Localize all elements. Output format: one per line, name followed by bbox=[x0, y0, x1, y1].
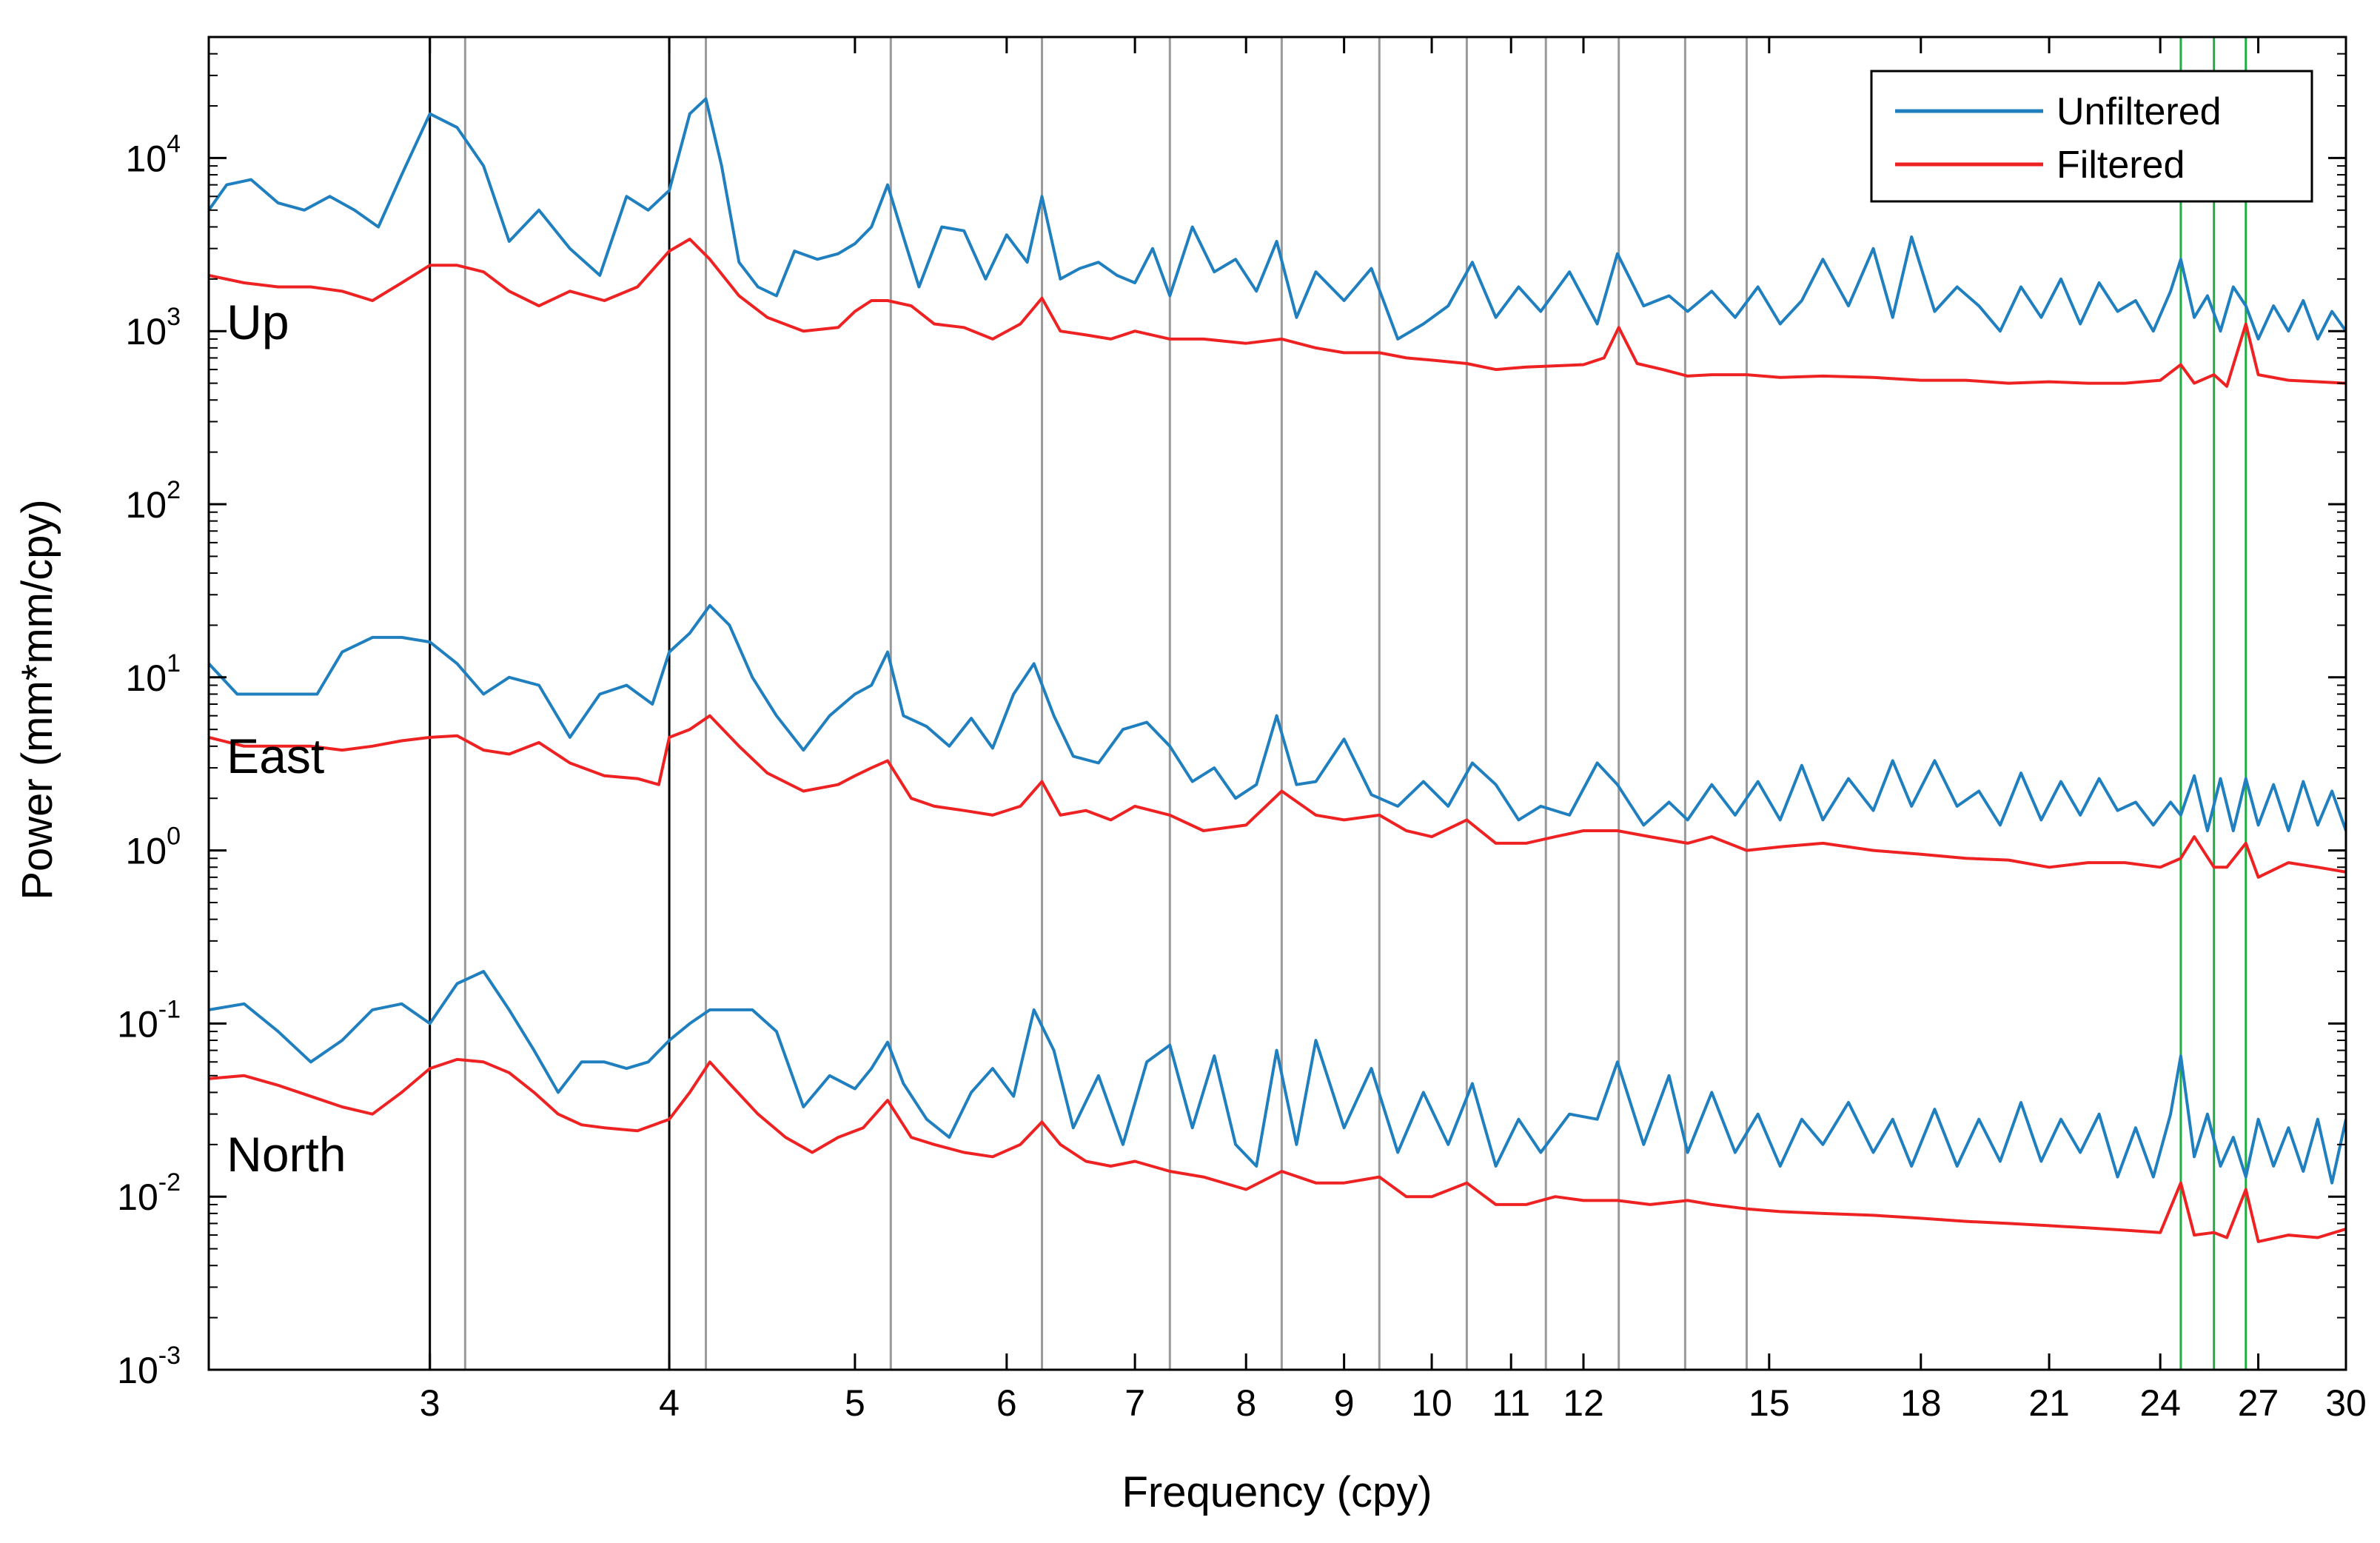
component-annotations: Up East North bbox=[227, 295, 346, 1182]
x-tick-label-3: 6 bbox=[996, 1382, 1017, 1424]
series-line-north-unfiltered bbox=[209, 970, 2346, 1185]
x-tick-label-6: 9 bbox=[1334, 1382, 1355, 1424]
x-axis: 3 4 5 6 7 8 9 10 11 12 15 18 21 24 27 30 bbox=[420, 37, 2367, 1424]
annotation-east: East bbox=[227, 729, 324, 783]
legend-box bbox=[1870, 70, 2313, 203]
x-tick-label-0: 3 bbox=[420, 1382, 440, 1424]
plot-frame bbox=[207, 36, 2347, 1371]
annotation-north: North bbox=[227, 1127, 346, 1182]
y-tick-exponent-5: 2 bbox=[167, 476, 181, 504]
x-tick-label-5: 8 bbox=[1236, 1382, 1256, 1424]
legend-label-filtered: Filtered bbox=[2056, 144, 2185, 187]
y-tick-exponent-3: 0 bbox=[167, 823, 181, 851]
x-axis-label: Frequency (cpy) bbox=[1122, 1468, 1432, 1516]
x-tick-label-7: 10 bbox=[1411, 1382, 1452, 1424]
series-line-up-filtered bbox=[209, 238, 2346, 388]
series-line-north-filtered bbox=[209, 1057, 2346, 1243]
x-tick-label-2: 5 bbox=[845, 1382, 865, 1424]
x-tick-label-8: 11 bbox=[1492, 1382, 1530, 1424]
legend-label-unfiltered: Unfiltered bbox=[2056, 90, 2222, 133]
annotation-up: Up bbox=[227, 295, 289, 349]
x-tick-label-9: 12 bbox=[1563, 1382, 1604, 1424]
x-tick-label-1: 4 bbox=[659, 1382, 680, 1424]
x-tick-label-14: 27 bbox=[2238, 1382, 2279, 1424]
y-tick-exponent-0: -3 bbox=[158, 1342, 181, 1370]
series-layer bbox=[209, 97, 2346, 1243]
x-tick-label-13: 24 bbox=[2139, 1382, 2181, 1424]
y-tick-exponent-6: 3 bbox=[167, 303, 181, 331]
legend: Unfiltered Filtered bbox=[1870, 70, 2313, 203]
x-tick-label-12: 21 bbox=[2028, 1382, 2070, 1424]
x-tick-label-11: 18 bbox=[1900, 1382, 1942, 1424]
series-line-east-filtered bbox=[209, 714, 2346, 879]
x-tick-label-10: 15 bbox=[1749, 1382, 1790, 1424]
y-axis-label: Power (mm*mm/cpy) bbox=[13, 499, 61, 900]
series-line-east-unfiltered bbox=[209, 603, 2346, 832]
y-tick-exponent-2: -1 bbox=[158, 995, 181, 1023]
y-tick-exponent-1: -2 bbox=[158, 1168, 181, 1196]
x-tick-label-4: 7 bbox=[1124, 1382, 1145, 1424]
x-tick-label-15: 30 bbox=[2325, 1382, 2367, 1424]
series-line-up-unfiltered bbox=[209, 97, 2346, 341]
y-tick-exponent-7: 4 bbox=[167, 130, 181, 158]
y-tick-exponent-4: 1 bbox=[167, 649, 181, 677]
